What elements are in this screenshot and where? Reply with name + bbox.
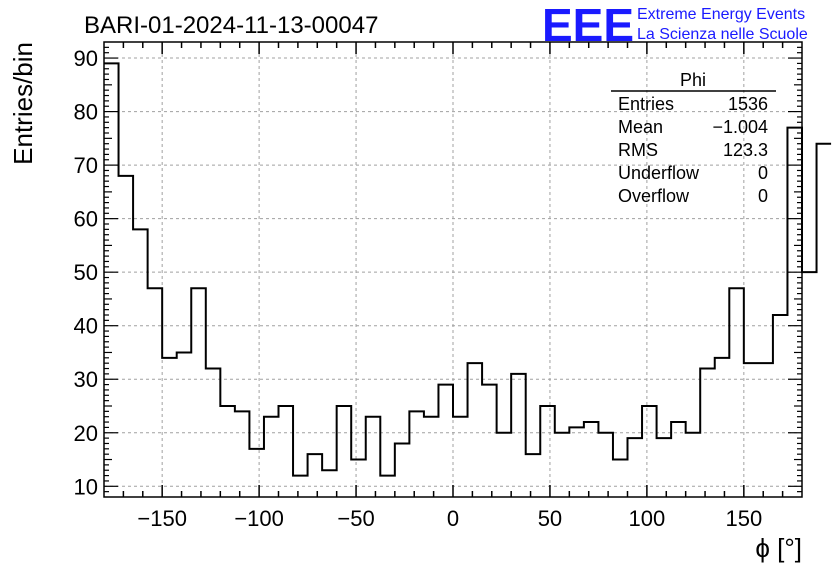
y-axis: 10 20 30 40 50 60 70 80 90 — [74, 46, 802, 499]
x-tick-label: 50 — [538, 506, 562, 531]
stats-title: Phi — [680, 70, 706, 90]
histogram-outline — [104, 62, 832, 477]
grid-lines — [104, 42, 802, 497]
eee-logo-line1: Extreme Energy Events — [637, 6, 805, 23]
stats-label: Overflow — [618, 186, 690, 206]
stats-label: Entries — [618, 94, 674, 114]
y-tick-label: 60 — [74, 207, 98, 232]
stats-value: 123.3 — [723, 140, 768, 160]
x-axis-title: ϕ [°] — [755, 533, 802, 563]
eee-logo-line2: La Scienza nelle Scuole — [637, 26, 808, 43]
y-tick-label: 80 — [74, 100, 98, 125]
x-tick-label: −150 — [137, 506, 187, 531]
stats-value: 1536 — [728, 94, 768, 114]
x-tick-label: −50 — [337, 506, 374, 531]
y-tick-label: 30 — [74, 367, 98, 392]
chart-title: BARI-01-2024-11-13-00047 — [84, 12, 378, 39]
x-tick-label: −100 — [234, 506, 284, 531]
y-tick-label: 40 — [74, 314, 98, 339]
y-tick-label: 10 — [74, 474, 98, 499]
x-tick-label: 0 — [447, 506, 459, 531]
stats-label: RMS — [618, 140, 658, 160]
y-tick-label: 70 — [74, 153, 98, 178]
stats-box: Phi Entries 1536 Mean −1.004 RMS 123.3 Underfl… — [611, 70, 776, 206]
stats-value: 0 — [758, 186, 768, 206]
stats-value: −1.004 — [712, 117, 768, 137]
x-tick-label: 100 — [629, 506, 666, 531]
y-tick-label: 50 — [74, 260, 98, 285]
y-tick-label: 90 — [74, 46, 98, 71]
y-tick-label: 20 — [74, 421, 98, 446]
x-tick-label: 150 — [725, 506, 762, 531]
stats-label: Underflow — [618, 163, 700, 183]
stats-value: 0 — [758, 163, 768, 183]
y-axis-title: Entries/bin — [8, 42, 38, 165]
histogram-bars — [104, 62, 832, 477]
stats-label: Mean — [618, 117, 663, 137]
eee-logo: EEE Extreme Energy Events La Scienza nel… — [542, 0, 808, 51]
x-axis: −150 −100 −50 0 50 100 150 — [122, 42, 784, 531]
